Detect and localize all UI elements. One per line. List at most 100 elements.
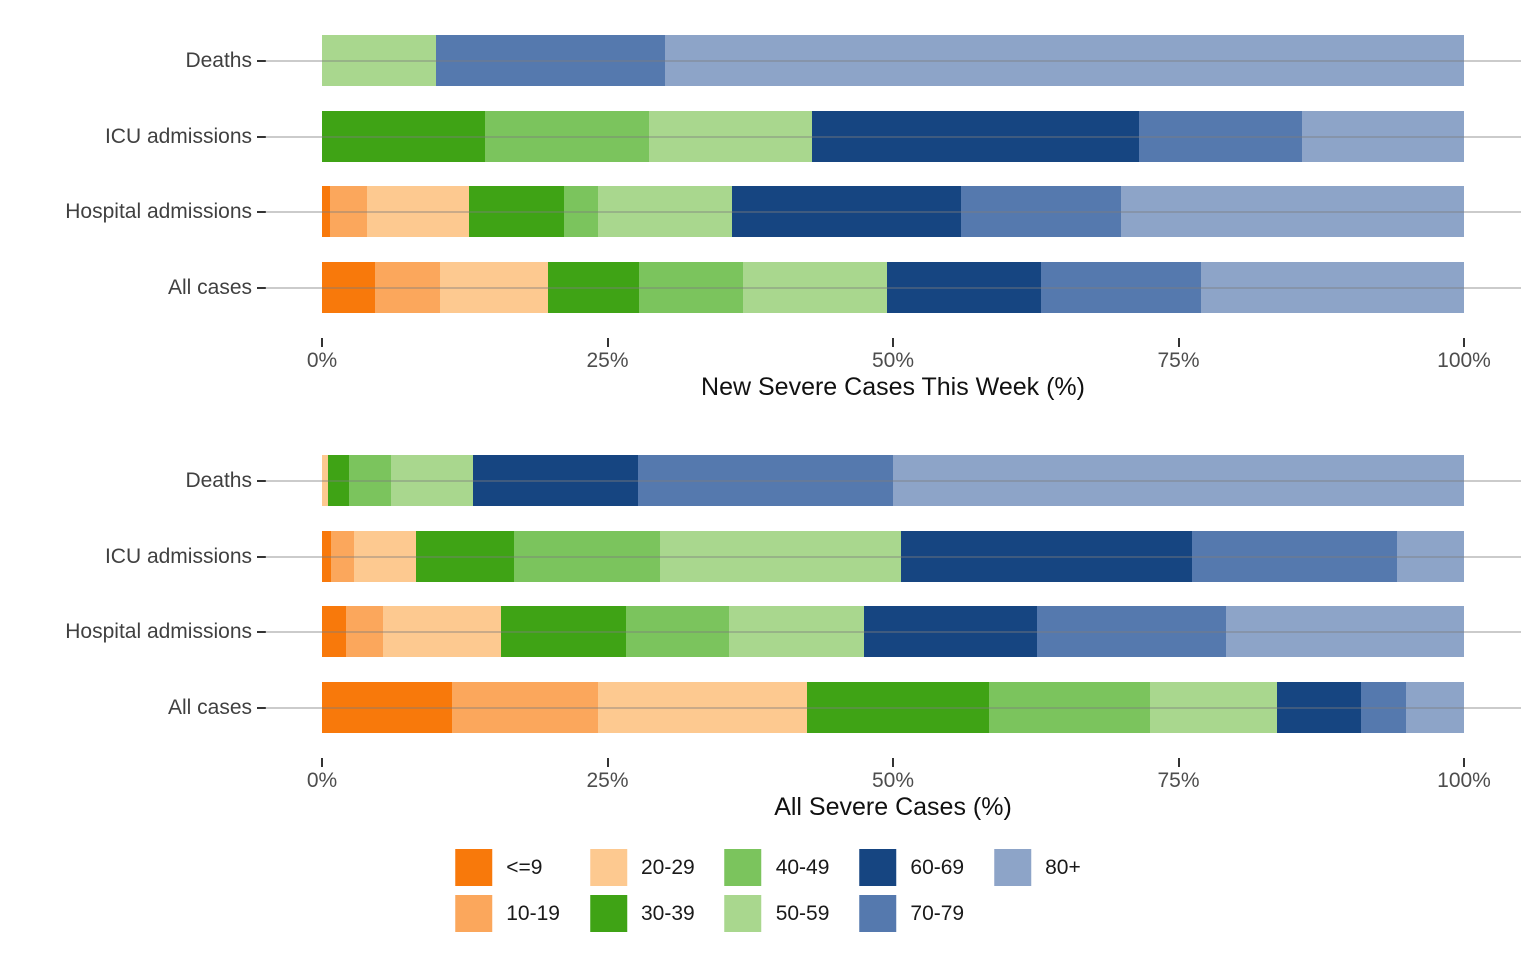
y-axis-tick (257, 59, 266, 62)
bar-segment-age-50-59 (1149, 682, 1277, 733)
y-axis-tick (257, 555, 266, 558)
y-axis-tick (257, 706, 266, 709)
bar-segment-age-30-39 (322, 111, 486, 162)
x-axis-tick (321, 758, 323, 767)
stacked-bar-hospital-admissions (322, 606, 1464, 657)
legend: <=9 10-19 20-29 30-39 40-49 50-59 60-69 70-79 80… (455, 849, 1081, 932)
bar-segment-age-50-59 (322, 35, 437, 86)
x-axis-tick (1463, 758, 1465, 767)
x-axis-tick-label: 100% (1437, 349, 1491, 372)
bar-segment-age-9 (322, 186, 330, 237)
bar-segment-age-60-69 (1276, 682, 1362, 733)
legend-swatch (589, 895, 627, 932)
bar-segment-age-20-29 (439, 262, 549, 313)
legend-label: <=9 (506, 855, 543, 879)
stacked-bar-all-cases (322, 682, 1464, 733)
bar-segment-age-40-49 (349, 455, 391, 506)
gridline-deaths (265, 59, 1521, 62)
x-axis-tick (1177, 758, 1180, 767)
bar-segment-age-9 (322, 531, 332, 582)
x-axis-tick (606, 338, 609, 347)
gridline-all-cases (265, 706, 1521, 709)
bar-segment-age-60-69 (731, 186, 962, 237)
legend-label: 30-39 (640, 901, 695, 925)
bar-segment-age-80 (1226, 606, 1464, 657)
category-label: Hospital admissions (65, 199, 252, 223)
x-axis-tick-label: 0% (306, 769, 338, 792)
bar-segment-age-10-19 (452, 682, 599, 733)
bar-segment-age-20-29 (366, 186, 470, 237)
legend-swatch (589, 849, 627, 886)
category-label: All cases (167, 275, 252, 299)
legend-label: 70-79 (910, 901, 965, 925)
stacked-bar-deaths (322, 35, 1464, 86)
bar-segment-age-70-79 (1041, 262, 1202, 313)
legend-item-age-80: 80+ (994, 849, 1081, 886)
legend-swatch (859, 895, 897, 932)
bar-segment-age-40-49 (564, 186, 599, 237)
y-axis-tick (257, 210, 266, 213)
x-axis-tick-label: 75% (1157, 769, 1200, 792)
bar-segment-age-40-49 (988, 682, 1150, 733)
legend-swatch (724, 849, 762, 886)
bar-segment-age-20-29 (382, 606, 502, 657)
y-axis-tick (257, 286, 266, 289)
legend-item-age-70-79: 70-79 (859, 895, 964, 932)
bar-segment-age-40-49 (513, 531, 660, 582)
bar-segment-age-60-69 (811, 111, 1139, 162)
bar-segment-age-70-79 (436, 35, 665, 86)
bar-segment-age-70-79 (1138, 111, 1302, 162)
x-axis-tick (321, 338, 323, 347)
bar-segment-age-60-69 (864, 606, 1037, 657)
category-label: ICU admissions (104, 544, 252, 568)
gridline-icu-admissions (265, 555, 1521, 558)
x-axis-tick-label: 25% (586, 769, 629, 792)
legend-label: 80+ (1045, 855, 1081, 879)
bar-segment-age-20-29 (598, 682, 808, 733)
stacked-bar-hospital-admissions (322, 186, 1464, 237)
x-axis-tick (1463, 338, 1465, 347)
x-axis-title-top: New Severe Cases This Week (%) (701, 373, 1085, 401)
bar-segment-age-70-79 (638, 455, 893, 506)
bar-segment-age-70-79 (1036, 606, 1227, 657)
bar-segment-age-30-39 (548, 262, 640, 313)
gridline-hospital-admissions (265, 210, 1521, 213)
legend-label: 40-49 (775, 855, 830, 879)
bar-segment-age-50-59 (743, 262, 888, 313)
gridline-all-cases (265, 286, 1521, 289)
bar-segment-age-40-49 (485, 111, 649, 162)
bar-segment-age-70-79 (1361, 682, 1406, 733)
legend-label: 20-29 (640, 855, 695, 879)
legend-item-age-10-19: 10-19 (455, 895, 560, 932)
x-axis-title-bottom: All Severe Cases (%) (774, 793, 1012, 821)
y-axis-tick (257, 479, 266, 482)
bar-segment-age-60-69 (900, 531, 1193, 582)
bar-segment-age-60-69 (887, 262, 1042, 313)
bar-segment-age-30-39 (469, 186, 565, 237)
bar-segment-age-40-49 (639, 262, 744, 313)
bar-segment-age-30-39 (501, 606, 626, 657)
legend-item-age-50-59: 50-59 (724, 895, 829, 932)
bar-segment-age-80 (892, 455, 1464, 506)
legend-label: 60-69 (910, 855, 965, 879)
category-label: All cases (167, 695, 252, 719)
bar-segment-age-80 (1201, 262, 1464, 313)
bar-segment-age-70-79 (1192, 531, 1397, 582)
legend-swatch (859, 849, 897, 886)
bar-segment-age-20-29 (353, 531, 416, 582)
category-label: ICU admissions (104, 124, 252, 148)
bar-segment-age-9 (322, 682, 453, 733)
stacked-bar-icu-admissions (322, 531, 1464, 582)
bar-segment-age-50-59 (728, 606, 865, 657)
x-axis-tick-label: 25% (586, 349, 629, 372)
bar-segment-age-80 (1396, 531, 1464, 582)
bar-segment-age-50-59 (598, 186, 732, 237)
legend-item-age-30-39: 30-39 (589, 895, 695, 932)
gridline-hospital-admissions (265, 630, 1521, 633)
legend-swatch (455, 895, 493, 932)
x-axis-tick-label: 75% (1157, 349, 1200, 372)
x-axis-tick-label: 100% (1437, 769, 1491, 792)
